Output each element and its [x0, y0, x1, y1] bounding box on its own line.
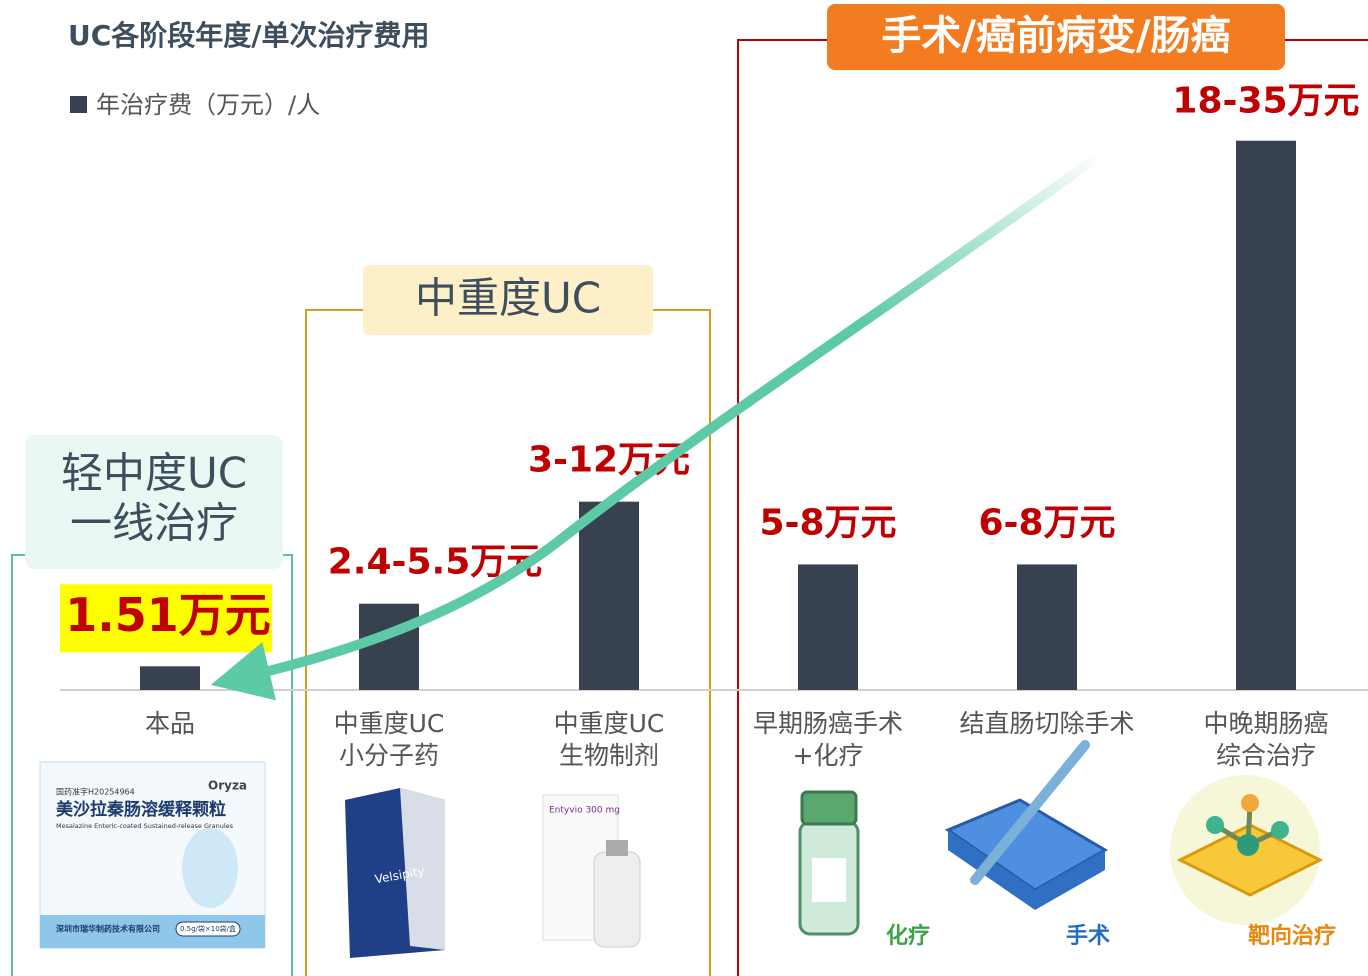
product-text: 国药准字H20254964 [56, 787, 135, 797]
product-image: 国药准字H20254964 Oryza 美沙拉秦肠溶缓释颗粒 Mesalazin… [40, 762, 265, 948]
group-label: 轻中度UC [61, 449, 247, 498]
bar [1017, 564, 1077, 690]
icon-label: 手术 [1066, 924, 1110, 949]
x-tick-label: 结直肠切除手术 [959, 709, 1134, 738]
value-label: 18-35万元 [1172, 81, 1359, 122]
value-label: 5-8万元 [759, 502, 896, 543]
x-tick-label: 本品 [145, 709, 195, 738]
x-tick-label: 早期肠癌手术 [753, 709, 903, 738]
x-tick-label: 综合治疗 [1216, 741, 1316, 770]
drug-image: Velsipity [345, 788, 445, 958]
x-tick-label: +化疗 [793, 741, 864, 770]
drug-text: Entyvio 300 mg [549, 806, 620, 816]
bar [1236, 141, 1296, 690]
product-text: 0.5g/袋×10袋/盒 [180, 924, 236, 933]
group-label: 一线治疗 [70, 499, 238, 548]
chart: 轻中度UC 一线治疗 中重度UC 手术/癌前病变/肠癌 UC各阶段年度/单次治疗… [0, 0, 1368, 976]
drug-image: Entyvio 300 mg [543, 795, 640, 947]
bar [359, 604, 419, 690]
product-text: 深圳市瑞华制药技术有限公司 [56, 924, 160, 934]
icon-label: 靶向治疗 [1248, 923, 1336, 949]
product-text: 美沙拉秦肠溶缓释颗粒 [56, 799, 226, 820]
x-tick-label: 中重度UC [334, 709, 445, 738]
bar [579, 502, 639, 690]
group-label: 手术/癌前病变/肠癌 [881, 13, 1230, 59]
x-tick-label: 小分子药 [339, 741, 439, 770]
legend-label: 年治疗费（万元）/人 [96, 91, 320, 119]
value-label: 6-8万元 [978, 502, 1115, 543]
value-label: 1.51万元 [65, 588, 271, 642]
x-tick-label: 生物制剂 [559, 741, 659, 770]
bar [140, 666, 200, 690]
chart-title: UC各阶段年度/单次治疗费用 [68, 19, 430, 52]
x-tick-label: 中晚期肠癌 [1203, 709, 1328, 738]
x-tick-label: 中重度UC [554, 709, 665, 738]
bar [798, 564, 858, 690]
group-label: 中重度UC [415, 274, 601, 323]
icon [800, 745, 1320, 934]
legend-swatch [70, 96, 87, 113]
trend-arrow [240, 155, 1100, 678]
product-text: Oryza [208, 779, 247, 793]
icon-label: 化疗 [886, 923, 930, 949]
